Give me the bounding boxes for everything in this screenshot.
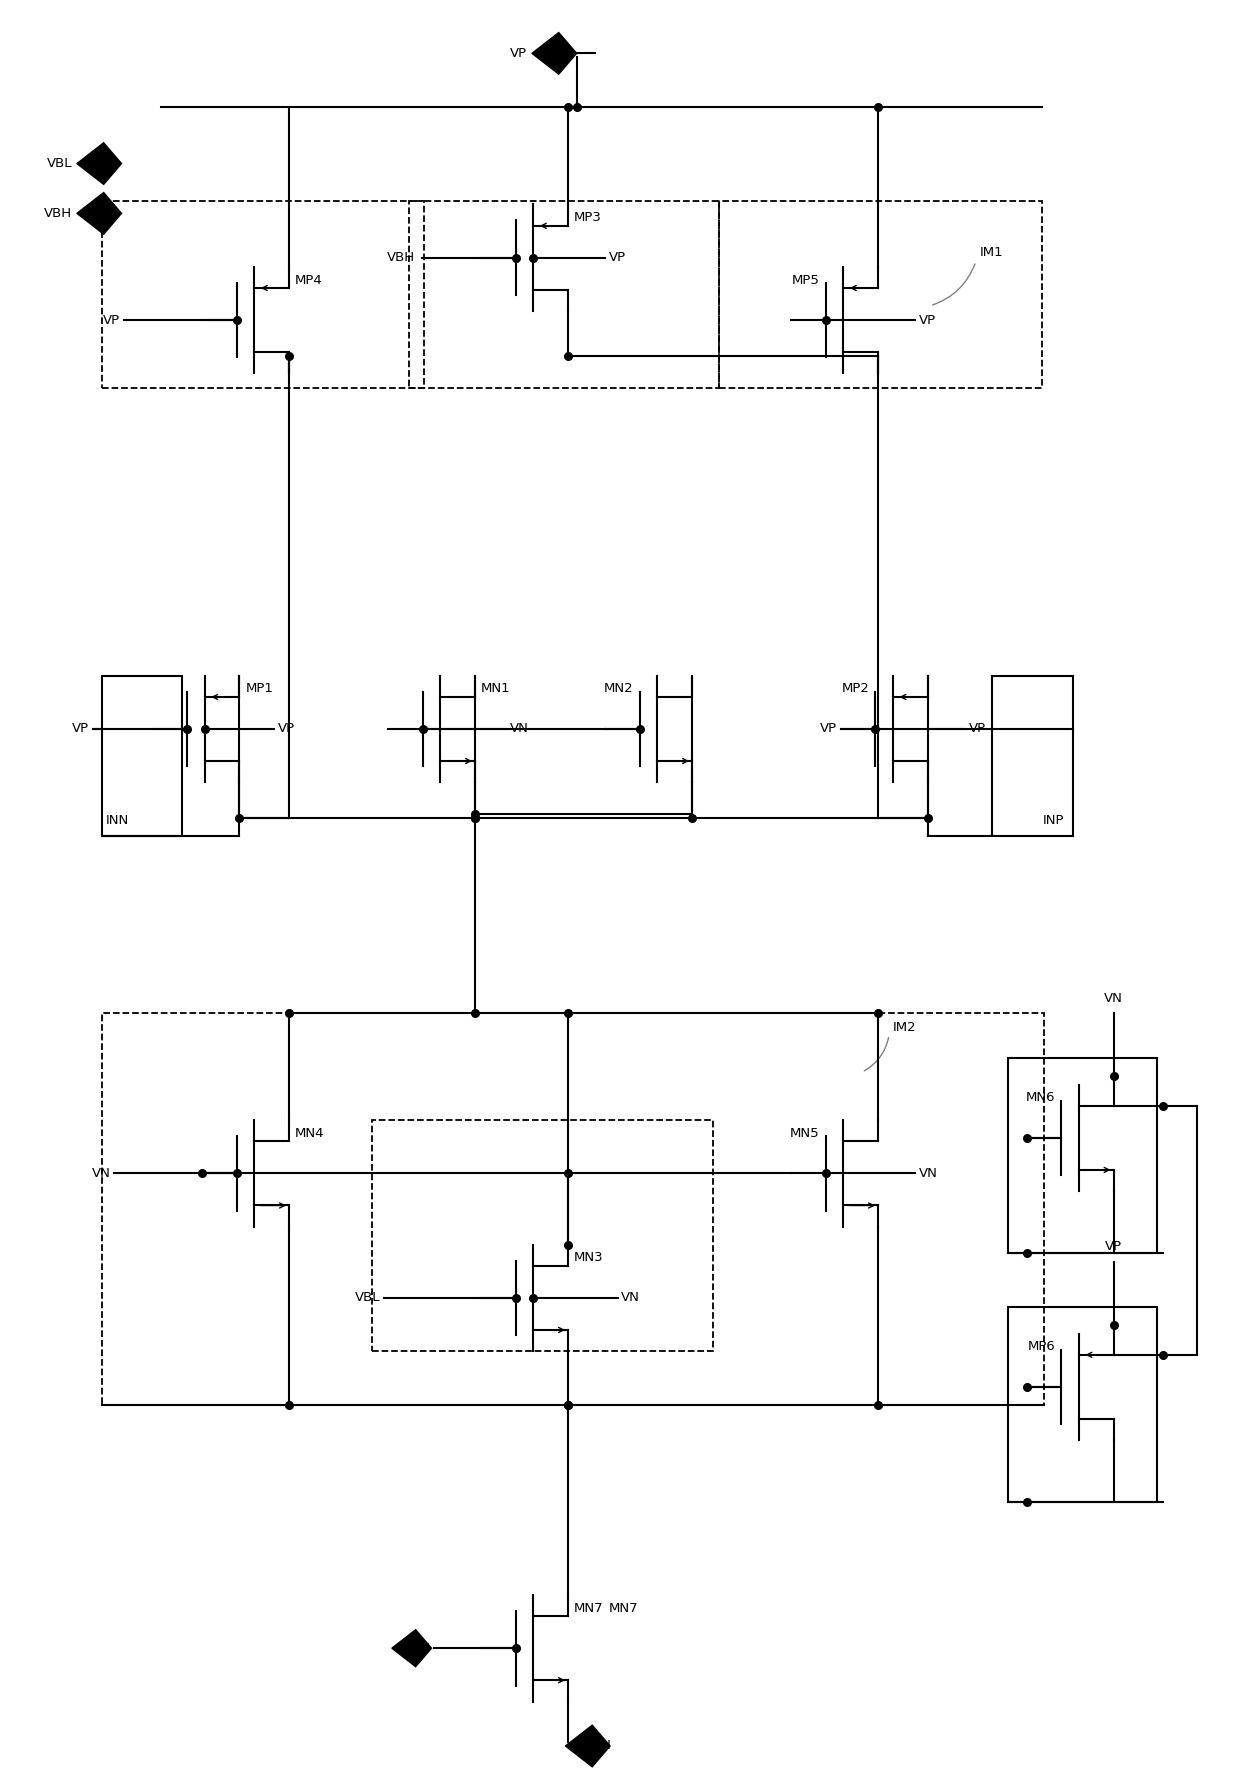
Text: VBL: VBL [46, 156, 72, 171]
Text: MP4: MP4 [295, 274, 322, 286]
Text: MN7: MN7 [609, 1602, 639, 1614]
Text: INP: INP [1043, 814, 1064, 827]
Text: MP3: MP3 [574, 212, 601, 224]
Text: VN: VN [621, 1291, 640, 1305]
Text: INN: INN [105, 814, 129, 827]
Text: MP1: MP1 [246, 683, 273, 695]
Text: EN: EN [412, 1641, 430, 1655]
Text: VP: VP [1105, 1241, 1122, 1253]
Polygon shape [77, 142, 122, 185]
Polygon shape [77, 192, 122, 235]
Text: VBH: VBH [387, 251, 415, 265]
Polygon shape [392, 1630, 432, 1666]
Text: IM1: IM1 [980, 245, 1003, 260]
Text: VN: VN [92, 1166, 110, 1181]
Text: VN: VN [593, 1739, 611, 1753]
Text: MN2: MN2 [604, 683, 634, 695]
Text: VP: VP [609, 251, 626, 265]
Text: MN7: MN7 [574, 1602, 604, 1614]
Text: VN: VN [510, 722, 528, 736]
Text: MP5: MP5 [792, 274, 820, 286]
Text: MP2: MP2 [842, 683, 869, 695]
Text: VP: VP [968, 722, 986, 736]
Text: MN5: MN5 [790, 1127, 820, 1140]
Text: MN1: MN1 [481, 683, 511, 695]
Text: MN4: MN4 [295, 1127, 325, 1140]
Text: MN3: MN3 [574, 1252, 604, 1264]
FancyArrowPatch shape [932, 263, 975, 306]
FancyArrowPatch shape [864, 1038, 889, 1070]
Text: VP: VP [278, 722, 295, 736]
Text: VP: VP [103, 313, 120, 327]
Text: VP: VP [510, 46, 527, 60]
Text: VN: VN [919, 1166, 937, 1181]
Text: MN6: MN6 [1025, 1092, 1055, 1104]
Text: VP: VP [820, 722, 837, 736]
Text: IM2: IM2 [893, 1021, 916, 1035]
Text: VN: VN [1104, 992, 1123, 1005]
Polygon shape [565, 1725, 610, 1767]
Text: VBH: VBH [43, 206, 72, 220]
Text: VP: VP [919, 313, 936, 327]
Text: MP6: MP6 [1028, 1341, 1055, 1353]
Text: VBL: VBL [355, 1291, 381, 1305]
Polygon shape [532, 32, 577, 75]
Text: VP: VP [72, 722, 89, 736]
